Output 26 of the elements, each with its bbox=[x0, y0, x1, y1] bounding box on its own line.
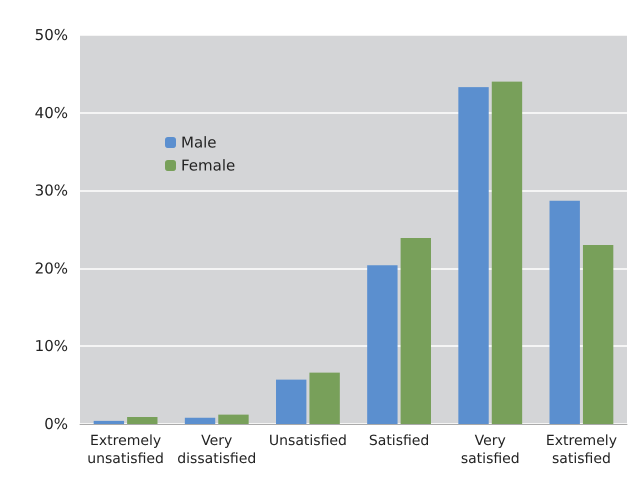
y-tick-label: 10% bbox=[34, 337, 68, 356]
x-tick-label: Satisfied bbox=[368, 433, 430, 449]
x-tick-label: Very dissatisfied bbox=[177, 433, 256, 467]
y-tick-label: 40% bbox=[34, 104, 68, 122]
bar bbox=[550, 200, 580, 424]
bar bbox=[309, 372, 340, 424]
y-tick-label: 20% bbox=[34, 259, 68, 278]
bar bbox=[184, 418, 216, 424]
bar bbox=[218, 414, 249, 424]
legend-label: Male bbox=[181, 134, 217, 152]
bar bbox=[582, 245, 614, 424]
bar bbox=[367, 265, 398, 424]
bar bbox=[127, 417, 158, 424]
y-tick-label: 50% bbox=[34, 26, 68, 44]
x-tick-label: Extremely unsatisfied bbox=[87, 433, 164, 467]
x-tick-label: Unsatisfied bbox=[268, 433, 347, 449]
y-tick-label: 30% bbox=[34, 182, 68, 200]
bar bbox=[276, 380, 306, 424]
x-tick-label: Extremely satisfied bbox=[546, 433, 617, 467]
bar bbox=[400, 238, 431, 424]
bar bbox=[94, 420, 124, 424]
bar bbox=[492, 82, 522, 424]
legend-label: Female bbox=[181, 156, 236, 174]
bar bbox=[458, 87, 489, 424]
x-tick-label: Very satisfied bbox=[460, 433, 520, 467]
y-tick-label: 0% bbox=[44, 415, 68, 433]
